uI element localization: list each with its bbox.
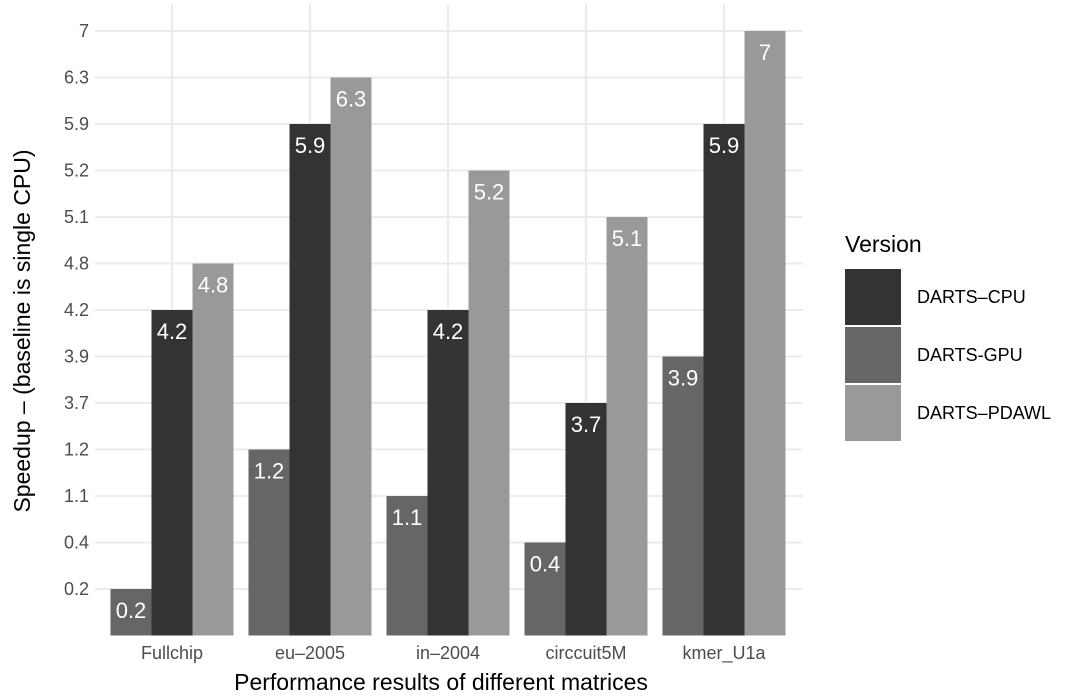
x-tick-labels: Fullchip eu–2005 in–2004 circcuit5M kmer_U1a — [141, 643, 767, 664]
bar-value-label: 1.1 — [392, 505, 423, 530]
x-tick-label: Fullchip — [141, 643, 203, 663]
x-tick-label: eu–2005 — [275, 643, 345, 663]
bar — [662, 356, 704, 636]
y-tick-labels: 0.2 0.4 1.1 1.2 3.7 3.9 4.2 4.8 5.1 5.2 5.9 6.3 7 — [64, 21, 89, 599]
bar — [427, 310, 469, 636]
bar-value-label: 3.7 — [571, 412, 602, 437]
y-tick-label: 3.9 — [64, 347, 89, 367]
bar-value-label: 3.9 — [668, 366, 699, 391]
bar-value-label: 5.9 — [295, 133, 326, 158]
bars — [110, 31, 786, 636]
y-tick-label: 4.2 — [64, 300, 89, 320]
bar-labels: 0.2 4.2 4.8 1.2 5.9 6.3 1.1 4.2 5.2 0.4 3.7 5.1 3.9 5… — [116, 40, 771, 623]
bar-value-label: 4.8 — [198, 273, 229, 298]
x-tick-label: kmer_U1a — [682, 643, 766, 664]
bar — [386, 496, 428, 636]
y-tick-label: 1.1 — [64, 486, 89, 506]
y-tick-label: 5.2 — [64, 161, 89, 181]
x-tick-label: in–2004 — [416, 643, 480, 663]
bar — [565, 403, 607, 636]
bar — [110, 589, 152, 636]
legend: Version DARTS–CPU DARTS-GPU DARTS–PDAWL — [845, 231, 1051, 441]
legend-title: Version — [845, 231, 922, 257]
legend-key — [845, 269, 901, 325]
bar — [468, 170, 510, 636]
legend-label: DARTS–CPU — [917, 287, 1026, 307]
y-tick-label: 4.8 — [64, 254, 89, 274]
y-tick-label: 6.3 — [64, 68, 89, 88]
bar-value-label: 0.2 — [116, 598, 147, 623]
bar — [703, 124, 745, 636]
bar — [330, 77, 372, 636]
bar — [248, 449, 290, 636]
legend-items: DARTS–CPU DARTS-GPU DARTS–PDAWL — [845, 269, 1051, 441]
legend-key — [845, 385, 901, 441]
bar-value-label: 4.2 — [157, 319, 188, 344]
bar — [524, 542, 566, 636]
y-axis-title: Speedup – (baseline is single CPU) — [9, 149, 35, 512]
y-tick-label: 0.4 — [64, 533, 89, 553]
y-tick-label: 7 — [79, 21, 89, 41]
bar — [192, 263, 234, 636]
y-tick-label: 1.2 — [64, 440, 89, 460]
y-tick-label: 5.9 — [64, 114, 89, 134]
bar — [151, 310, 193, 636]
bar-value-label: 4.2 — [433, 319, 464, 344]
y-tick-label: 0.2 — [64, 579, 89, 599]
x-axis-title: Performance results of different matrice… — [234, 669, 648, 695]
legend-key — [845, 327, 901, 383]
bar-value-label: 5.2 — [474, 180, 505, 205]
bar — [606, 217, 648, 636]
bar-value-label: 5.1 — [612, 226, 643, 251]
bar-value-label: 7 — [759, 40, 771, 65]
y-tick-label: 3.7 — [64, 393, 89, 413]
bar-value-label: 5.9 — [709, 133, 740, 158]
bar — [289, 124, 331, 636]
y-tick-label: 5.1 — [64, 207, 89, 227]
x-tick-label: circcuit5M — [545, 643, 626, 663]
bar-value-label: 1.2 — [254, 459, 285, 484]
bar-value-label: 0.4 — [530, 552, 561, 577]
legend-label: DARTS–PDAWL — [917, 403, 1051, 423]
bar-value-label: 6.3 — [336, 87, 367, 112]
legend-label: DARTS-GPU — [917, 345, 1023, 365]
bar — [744, 31, 786, 636]
